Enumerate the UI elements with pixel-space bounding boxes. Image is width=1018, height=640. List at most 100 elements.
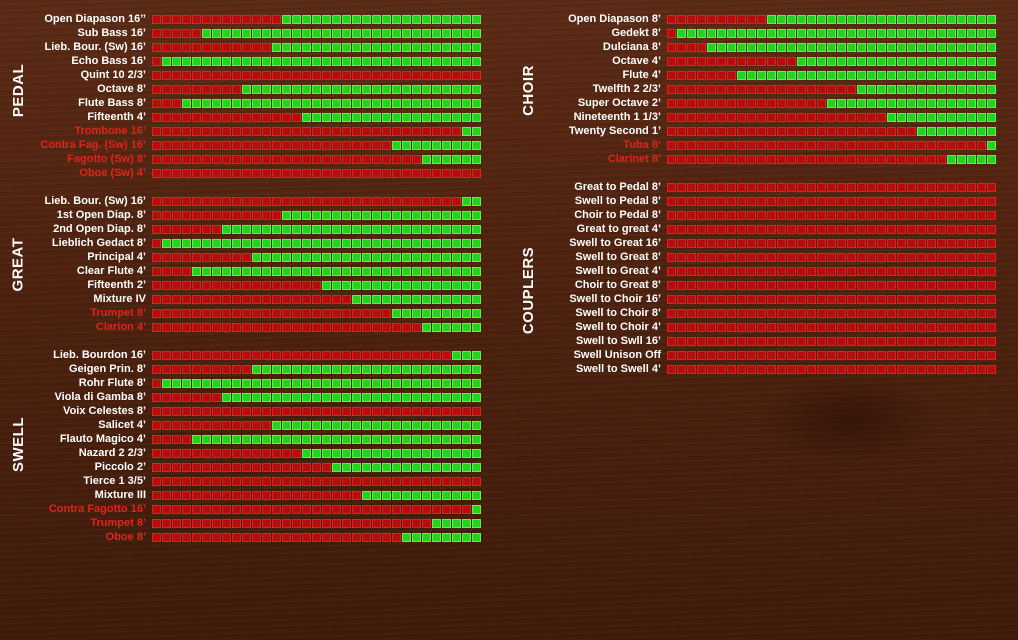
level-cell-on[interactable] xyxy=(967,28,976,38)
level-cell-off[interactable] xyxy=(937,280,946,290)
level-cell-on[interactable] xyxy=(162,238,171,248)
stop-level-slider[interactable] xyxy=(152,14,482,24)
level-cell-on[interactable] xyxy=(747,70,756,80)
stop-row[interactable]: Oboe (Sw) 4’ xyxy=(0,166,482,180)
level-cell-off[interactable] xyxy=(172,448,181,458)
level-cell-on[interactable] xyxy=(887,112,896,122)
level-cell-off[interactable] xyxy=(677,350,686,360)
level-cell-off[interactable] xyxy=(847,336,856,346)
level-cell-off[interactable] xyxy=(787,308,796,318)
level-cell-off[interactable] xyxy=(957,252,966,262)
level-cell-off[interactable] xyxy=(342,308,351,318)
level-cell-off[interactable] xyxy=(242,462,251,472)
level-cell-off[interactable] xyxy=(272,504,281,514)
level-cell-off[interactable] xyxy=(392,518,401,528)
level-cell-on[interactable] xyxy=(777,28,786,38)
stop-level-slider[interactable] xyxy=(667,252,997,262)
level-cell-off[interactable] xyxy=(687,84,696,94)
level-cell-off[interactable] xyxy=(262,504,271,514)
level-cell-off[interactable] xyxy=(747,350,756,360)
level-cell-off[interactable] xyxy=(947,210,956,220)
level-cell-off[interactable] xyxy=(767,182,776,192)
level-cell-off[interactable] xyxy=(767,266,776,276)
level-cell-off[interactable] xyxy=(332,154,341,164)
level-cell-off[interactable] xyxy=(767,308,776,318)
level-cell-off[interactable] xyxy=(412,70,421,80)
level-cell-off[interactable] xyxy=(747,336,756,346)
level-cell-off[interactable] xyxy=(372,196,381,206)
level-cell-off[interactable] xyxy=(212,42,221,52)
level-cell-off[interactable] xyxy=(717,140,726,150)
level-cell-off[interactable] xyxy=(242,350,251,360)
level-cell-on[interactable] xyxy=(967,154,976,164)
level-cell-on[interactable] xyxy=(372,210,381,220)
level-cell-off[interactable] xyxy=(192,14,201,24)
level-cell-off[interactable] xyxy=(302,294,311,304)
level-cell-off[interactable] xyxy=(162,98,171,108)
level-cell-on[interactable] xyxy=(877,98,886,108)
level-cell-on[interactable] xyxy=(462,280,471,290)
level-cell-off[interactable] xyxy=(767,126,776,136)
level-cell-on[interactable] xyxy=(977,154,986,164)
level-cell-on[interactable] xyxy=(272,224,281,234)
level-cell-off[interactable] xyxy=(837,238,846,248)
level-cell-on[interactable] xyxy=(362,84,371,94)
level-cell-off[interactable] xyxy=(402,196,411,206)
level-cell-off[interactable] xyxy=(162,28,171,38)
level-cell-off[interactable] xyxy=(827,182,836,192)
level-cell-off[interactable] xyxy=(292,196,301,206)
level-cell-off[interactable] xyxy=(252,322,261,332)
level-cell-off[interactable] xyxy=(687,224,696,234)
level-cell-on[interactable] xyxy=(462,210,471,220)
level-cell-on[interactable] xyxy=(392,238,401,248)
level-cell-off[interactable] xyxy=(667,154,676,164)
level-cell-off[interactable] xyxy=(302,476,311,486)
level-cell-off[interactable] xyxy=(877,294,886,304)
level-cell-off[interactable] xyxy=(947,196,956,206)
level-cell-on[interactable] xyxy=(382,294,391,304)
level-cell-off[interactable] xyxy=(717,294,726,304)
level-cell-off[interactable] xyxy=(242,70,251,80)
level-cell-off[interactable] xyxy=(837,308,846,318)
stop-row[interactable]: Swell to Great 8’ xyxy=(518,250,997,264)
level-cell-off[interactable] xyxy=(727,266,736,276)
level-cell-off[interactable] xyxy=(927,140,936,150)
level-cell-off[interactable] xyxy=(827,364,836,374)
level-cell-off[interactable] xyxy=(382,196,391,206)
level-cell-off[interactable] xyxy=(382,406,391,416)
level-cell-on[interactable] xyxy=(472,504,481,514)
level-cell-on[interactable] xyxy=(332,84,341,94)
level-cell-on[interactable] xyxy=(462,252,471,262)
level-cell-off[interactable] xyxy=(767,56,776,66)
level-cell-off[interactable] xyxy=(797,224,806,234)
level-cell-off[interactable] xyxy=(767,98,776,108)
stop-row[interactable]: Oboe 8’ xyxy=(0,530,482,544)
level-cell-on[interactable] xyxy=(292,434,301,444)
level-cell-off[interactable] xyxy=(382,518,391,528)
level-cell-on[interactable] xyxy=(342,364,351,374)
level-cell-on[interactable] xyxy=(332,98,341,108)
level-cell-on[interactable] xyxy=(472,98,481,108)
level-cell-off[interactable] xyxy=(392,532,401,542)
level-cell-off[interactable] xyxy=(152,140,161,150)
level-cell-off[interactable] xyxy=(927,238,936,248)
level-cell-off[interactable] xyxy=(272,196,281,206)
level-cell-on[interactable] xyxy=(372,448,381,458)
level-cell-off[interactable] xyxy=(182,112,191,122)
level-cell-on[interactable] xyxy=(342,98,351,108)
level-cell-off[interactable] xyxy=(262,14,271,24)
stop-level-slider[interactable] xyxy=(152,112,482,122)
level-cell-on[interactable] xyxy=(462,14,471,24)
stop-level-slider[interactable] xyxy=(152,350,482,360)
level-cell-on[interactable] xyxy=(272,42,281,52)
level-cell-off[interactable] xyxy=(667,28,676,38)
level-cell-off[interactable] xyxy=(162,532,171,542)
level-cell-off[interactable] xyxy=(352,126,361,136)
level-cell-on[interactable] xyxy=(442,448,451,458)
level-cell-off[interactable] xyxy=(202,252,211,262)
level-cell-on[interactable] xyxy=(452,140,461,150)
level-cell-on[interactable] xyxy=(847,98,856,108)
level-cell-off[interactable] xyxy=(677,322,686,332)
stop-level-slider[interactable] xyxy=(152,98,482,108)
level-cell-on[interactable] xyxy=(222,28,231,38)
